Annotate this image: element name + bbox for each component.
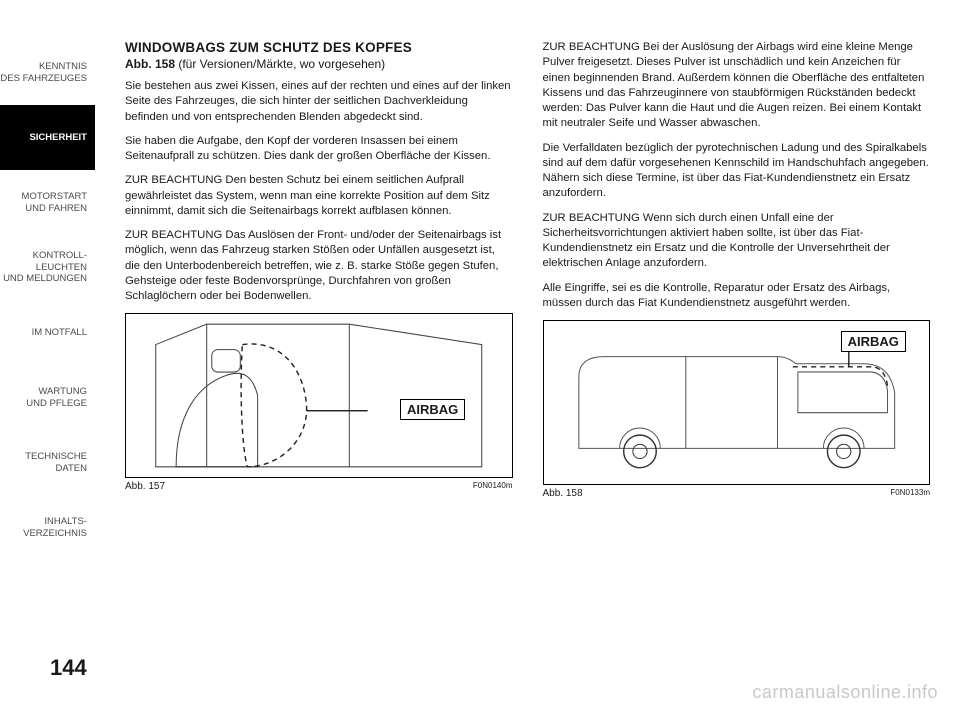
sidebar-item-notfall[interactable]: IM NOTFALL (0, 300, 95, 365)
figure-158: AIRBAG Abb. 158 F0N0133m (543, 320, 931, 499)
figure-code: F0N0140m (473, 481, 513, 492)
sidebar-item-technische-daten[interactable]: TECHNISCHE DATEN (0, 430, 95, 495)
paragraph: ZUR BEACHTUNG Bei der Auslösung der Airb… (543, 40, 931, 132)
figure-158-image: AIRBAG (543, 320, 931, 485)
paragraph: ZUR BEACHTUNG Das Auslösen der Front- un… (125, 228, 513, 304)
sidebar-item-kontrollleuchten[interactable]: KONTROLL- LEUCHTEN UND MELDUNGEN (0, 235, 95, 300)
watermark: carmanualsonline.info (752, 682, 938, 703)
paragraph: Sie bestehen aus zwei Kissen, eines auf … (125, 79, 513, 125)
sidebar-item-sicherheit[interactable]: SICHERHEIT (0, 105, 95, 170)
figure-158-caption: Abb. 158 F0N0133m (543, 488, 931, 499)
section-title: WINDOWBAGS ZUM SCHUTZ DES KOPFES (125, 40, 513, 55)
figure-code: F0N0133m (890, 488, 930, 499)
page-content: WINDOWBAGS ZUM SCHUTZ DES KOPFES Abb. 15… (95, 0, 960, 709)
subtitle-rest: (für Versionen/Märkte, wo vorgesehen) (175, 57, 385, 71)
figure-157: AIRBAG Abb. 157 F0N0140m (125, 313, 513, 492)
paragraph: Die Verfalldaten bezüglich der pyrotechn… (543, 141, 931, 202)
figure-157-caption: Abb. 157 F0N0140m (125, 481, 513, 492)
paragraph: ZUR BEACHTUNG Den besten Schutz bei eine… (125, 173, 513, 219)
page-number: 144 (50, 655, 87, 681)
figure-157-image: AIRBAG (125, 313, 513, 478)
airbag-label: AIRBAG (841, 331, 906, 352)
sidebar-item-inhaltsverzeichnis[interactable]: INHALTS- VERZEICHNIS (0, 495, 95, 560)
figure-caption-text: Abb. 157 (125, 481, 165, 492)
paragraph: ZUR BEACHTUNG Wenn sich durch einen Unfa… (543, 211, 931, 272)
paragraph: Sie haben die Aufgabe, den Kopf der vord… (125, 134, 513, 165)
chapter-sidebar: KENNTNIS DES FAHRZEUGES SICHERHEIT MOTOR… (0, 0, 95, 709)
subtitle: Abb. 158 (für Versionen/Märkte, wo vorge… (125, 57, 513, 71)
airbag-label: AIRBAG (400, 399, 465, 420)
seat-airbag-illustration (126, 314, 512, 477)
sidebar-item-wartung[interactable]: WARTUNG UND PFLEGE (0, 365, 95, 430)
sidebar-item-motorstart[interactable]: MOTORSTART UND FAHREN (0, 170, 95, 235)
subtitle-ref: Abb. 158 (125, 57, 175, 71)
figure-caption-text: Abb. 158 (543, 488, 583, 499)
left-column: WINDOWBAGS ZUM SCHUTZ DES KOPFES Abb. 15… (125, 40, 513, 689)
paragraph: Alle Eingriffe, sei es die Kontrolle, Re… (543, 281, 931, 312)
sidebar-item-kenntnis[interactable]: KENNTNIS DES FAHRZEUGES (0, 40, 95, 105)
right-column: ZUR BEACHTUNG Bei der Auslösung der Airb… (543, 40, 931, 689)
